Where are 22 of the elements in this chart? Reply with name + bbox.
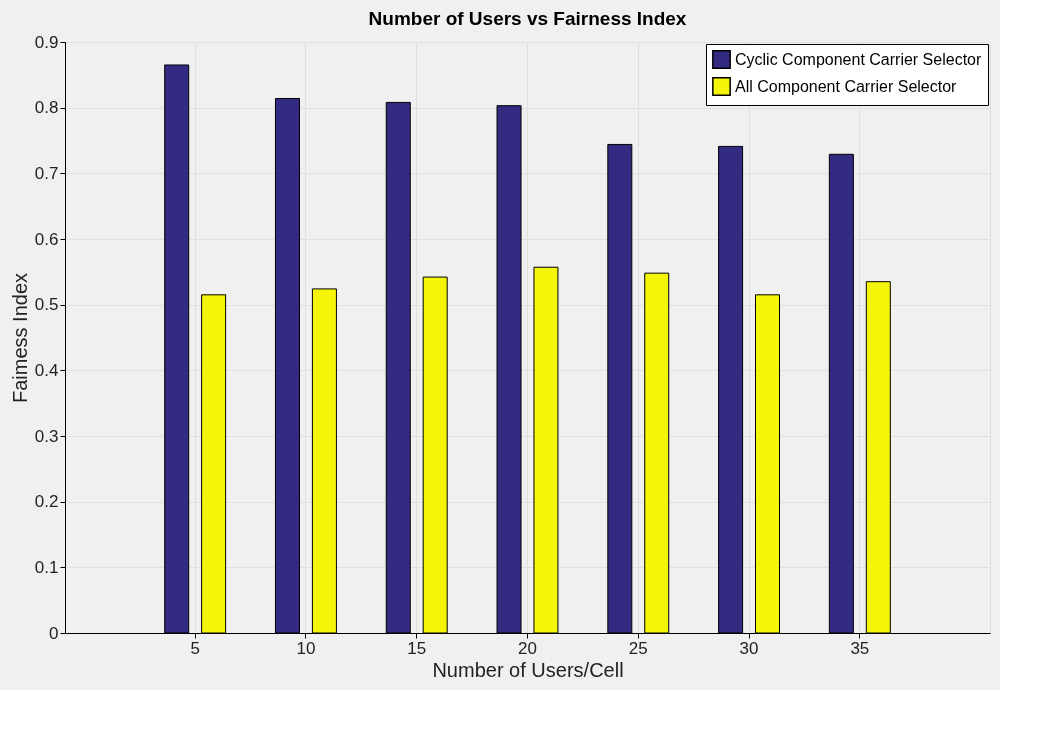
- x-axis-title: Number of Users/Cell: [432, 658, 624, 681]
- legend-label: Cyclic Component Carrier Selector: [735, 50, 982, 68]
- y-axis-title: Faimess Index: [8, 272, 31, 404]
- y-tick-label: 0: [49, 623, 59, 643]
- y-tick-label: 0.8: [34, 98, 59, 118]
- legend-label: All Component Carrier Selector: [735, 77, 958, 95]
- x-tick-label: 5: [190, 638, 200, 658]
- y-tick-label: 0.9: [34, 32, 59, 52]
- x-tick-label: 20: [518, 638, 537, 658]
- y-tick-label: 0.6: [34, 229, 59, 249]
- y-tick-label: 0.2: [34, 492, 59, 512]
- y-tick-label: 0.4: [34, 360, 59, 380]
- x-tick-label: 35: [850, 638, 870, 658]
- y-tick-label: 0.5: [34, 295, 59, 315]
- x-tick-label: 10: [296, 638, 316, 658]
- y-tick-label: 0.7: [34, 163, 59, 183]
- x-tick-label: 25: [628, 638, 648, 658]
- chart-title: Number of Users vs Fairness Index: [368, 8, 687, 29]
- x-tick-label: 30: [739, 638, 759, 658]
- y-tick-label: 0.3: [34, 426, 59, 446]
- x-tick-label: 15: [407, 638, 427, 658]
- y-tick-label: 0.1: [34, 557, 59, 577]
